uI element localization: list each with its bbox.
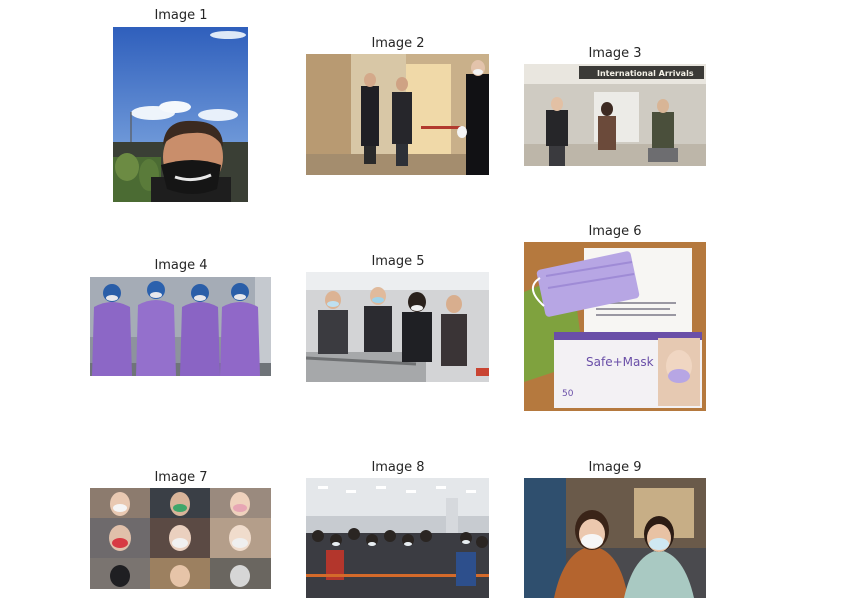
- leaflet-line: [596, 302, 676, 304]
- tile: [210, 558, 271, 589]
- traveler-3-coat: [652, 112, 674, 150]
- person-1-legs: [364, 146, 376, 164]
- worker-1: [92, 284, 132, 376]
- image-title-4: Image 4: [154, 258, 208, 273]
- glove: [457, 126, 467, 138]
- tile: [150, 558, 210, 589]
- woman-2-coat: [624, 550, 694, 598]
- tile: [150, 518, 210, 558]
- traveler-1-head: [551, 97, 563, 111]
- image-title-9: Image 9: [588, 460, 642, 475]
- image-title-6: Image 6: [588, 224, 642, 239]
- image-6-safemask-box: Safe+Mask 50: [524, 242, 706, 411]
- image-5-crowd-masks: [306, 272, 489, 382]
- ceiling-lights: [318, 486, 476, 493]
- model-mask: [668, 369, 690, 383]
- image-title-1: Image 1: [154, 8, 208, 23]
- person: [318, 291, 348, 354]
- ceiling: [306, 478, 489, 516]
- person-2-coat: [392, 92, 412, 144]
- mask-pleat: [545, 261, 633, 277]
- red-jacket: [326, 550, 344, 580]
- tile: [210, 488, 271, 518]
- box-count: 50: [562, 389, 574, 399]
- box-purple-band: [554, 332, 702, 340]
- person-2-head: [396, 77, 408, 91]
- traveler-1-coat: [546, 110, 568, 146]
- image-7-mask-collage: [90, 488, 271, 589]
- woman-1-coat: [554, 546, 628, 598]
- person: [402, 292, 432, 362]
- image-title-8: Image 8: [371, 460, 425, 475]
- cloud: [198, 109, 238, 121]
- image-7-svg: [90, 488, 271, 589]
- mask-logo: [174, 173, 212, 182]
- left-pillar: [524, 478, 566, 598]
- worker-4: [220, 283, 260, 376]
- luggage-cart: [648, 148, 678, 162]
- sign-red: [476, 368, 489, 376]
- leaflet-line: [596, 308, 670, 310]
- ceiling: [306, 272, 489, 290]
- worker-3: [180, 284, 220, 376]
- person-3-mask: [473, 69, 483, 75]
- person: [364, 287, 392, 352]
- tile: [210, 518, 271, 558]
- cloud: [159, 101, 191, 113]
- image-2-svg: [306, 54, 489, 175]
- escalator-rail: [306, 356, 417, 366]
- image-5-svg: [306, 272, 489, 382]
- image-title-3: Image 3: [588, 46, 642, 61]
- surgical-mask: [536, 251, 640, 317]
- mask-pleat: [547, 273, 635, 289]
- traveler-3-head: [657, 99, 669, 113]
- image-9-svg: [524, 478, 706, 598]
- bright-doorway: [406, 64, 451, 159]
- tile: [150, 488, 210, 518]
- crowd-masks: [332, 540, 470, 546]
- image-8-svg: [306, 478, 489, 598]
- ear-loop: [532, 277, 545, 307]
- worker-2: [136, 281, 176, 376]
- image-6-svg: Safe+Mask 50: [524, 242, 706, 411]
- image-title-7: Image 7: [154, 470, 208, 485]
- cloud: [210, 31, 246, 39]
- tile: [90, 558, 150, 589]
- image-2-airport-lobby: [306, 54, 489, 175]
- person: [441, 295, 467, 366]
- hair: [163, 120, 223, 147]
- traveler-2-coat: [598, 116, 616, 150]
- bush: [115, 153, 139, 181]
- image-3-svg: International Arrivals: [524, 64, 706, 166]
- traveler-2-head: [601, 102, 613, 116]
- tile: [90, 488, 150, 518]
- image-title-2: Image 2: [371, 36, 425, 51]
- image-1-masked-man-sky: [113, 27, 248, 202]
- person-1-coat: [361, 86, 379, 146]
- person-2-legs: [396, 144, 408, 166]
- leaflet-line: [596, 314, 676, 316]
- arrivals-sign-text: International Arrivals: [597, 69, 694, 78]
- image-title-5: Image 5: [371, 254, 425, 269]
- person-1-head: [364, 73, 376, 87]
- red-rope: [421, 126, 461, 129]
- box-brand: Safe+Mask: [586, 355, 654, 369]
- traveler-1-legs: [549, 146, 565, 166]
- woman-2-mask: [649, 538, 669, 550]
- image-3-international-arrivals: International Arrivals: [524, 64, 706, 166]
- face-mask: [161, 160, 221, 194]
- blue-jacket: [456, 552, 476, 586]
- image-4-svg: [90, 277, 271, 376]
- image-1-svg: [113, 27, 248, 202]
- tile: [90, 518, 150, 558]
- woman-1-mask: [581, 534, 603, 548]
- barrier: [306, 574, 489, 577]
- image-4-ppe-workers: [90, 277, 271, 376]
- sign-board: [579, 66, 704, 79]
- image-8-train-station-crowd: [306, 478, 489, 598]
- image-9-two-women-masks: [524, 478, 706, 598]
- person-3-coat: [466, 74, 489, 175]
